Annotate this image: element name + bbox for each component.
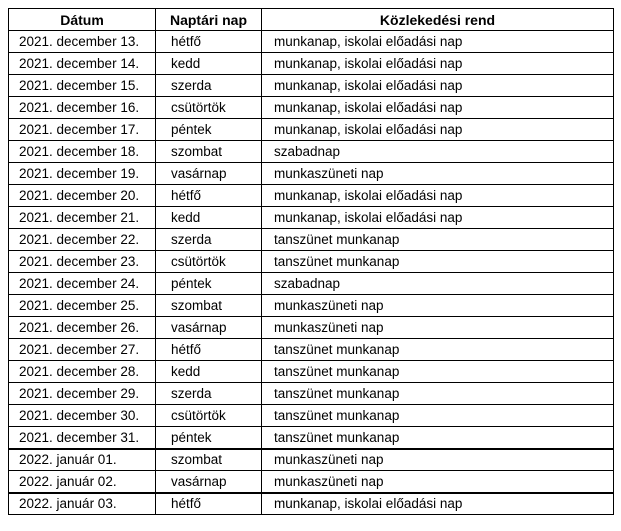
schedule-cell: munkaszüneti nap [261,162,614,185]
schedule-cell: munkanap, iskolai előadási nap [261,206,614,229]
date-cell: 2021. december 14. [8,52,156,75]
schedule-cell: munkanap, iskolai előadási nap [261,74,614,97]
schedule-cell: munkanap, iskolai előadási nap [261,118,614,141]
day-cell: péntek [155,118,262,141]
schedule-cell: munkanap, iskolai előadási nap [261,52,614,75]
day-cell: hétfő [155,491,262,515]
date-cell: 2021. december 26. [8,316,156,339]
day-cell: szerda [155,382,262,405]
day-cell: kedd [155,206,262,229]
table-row: 2022. január 01. szombat munkaszüneti nap [8,447,614,471]
schedule-cell: szabadnap [261,272,614,295]
schedule-cell: munkaszüneti nap [261,316,614,339]
day-cell: péntek [155,272,262,295]
day-cell: csütörtök [155,96,262,119]
date-cell: 2022. január 01. [8,447,156,471]
date-cell: 2021. december 24. [8,272,156,295]
schedule-cell: szabadnap [261,140,614,163]
date-cell: 2021. december 13. [8,30,156,53]
schedule-cell: tanszünet munkanap [261,250,614,273]
table-row: 2021. december 15. szerda munkanap, iskola… [8,74,614,97]
schedule-cell: munkaszüneti nap [261,447,614,471]
schedule-cell: munkanap, iskolai előadási nap [261,184,614,207]
day-cell: hétfő [155,338,262,361]
table-row: 2022. január 02. vasárnap munkaszüneti nap [8,470,614,493]
schedule-cell: munkaszüneti nap [261,470,614,493]
day-cell: csütörtök [155,250,262,273]
date-cell: 2021. december 22. [8,228,156,251]
table-row: 2021. december 23. csütörtök tanszünet mun… [8,250,614,273]
date-cell: 2021. december 18. [8,140,156,163]
table-row: 2021. december 27. hétfő tanszünet munkana… [8,338,614,361]
date-cell: 2021. december 27. [8,338,156,361]
date-cell: 2021. december 30. [8,404,156,427]
table-row: 2021. december 30. csütörtök tanszünet mun… [8,404,614,427]
day-cell: vasárnap [155,470,262,493]
date-cell: 2022. január 02. [8,470,156,493]
day-cell: szombat [155,140,262,163]
table-row: 2021. december 22. szerda tanszünet munkan… [8,228,614,251]
date-cell: 2021. december 17. [8,118,156,141]
date-cell: 2021. december 23. [8,250,156,273]
date-cell: 2022. január 03. [8,491,156,515]
table-row: 2021. december 21. kedd munkanap, iskolai … [8,206,614,229]
schedule-cell: tanszünet munkanap [261,228,614,251]
table-row: 2021. december 16. csütörtök munkanap, isk… [8,96,614,119]
date-cell: 2021. december 29. [8,382,156,405]
table-row: 2021. december 20. hétfő munkanap, iskolai… [8,184,614,207]
table-body: 2021. december 13. hétfő munkanap, iskolai… [8,30,614,515]
date-cell: 2021. december 16. [8,96,156,119]
day-cell: szombat [155,447,262,471]
schedule-cell: munkanap, iskolai előadási nap [261,30,614,53]
day-cell: szerda [155,74,262,97]
date-cell: 2021. december 20. [8,184,156,207]
date-cell: 2021. december 25. [8,294,156,317]
table-row: 2021. december 25. szombat munkaszüneti na… [8,294,614,317]
table-row: 2021. december 19. vasárnap munkaszüneti n… [8,162,614,185]
table-row: 2021. december 14. kedd munkanap, iskolai … [8,52,614,75]
schedule-cell: tanszünet munkanap [261,382,614,405]
schedule-cell: munkaszüneti nap [261,294,614,317]
day-cell: kedd [155,52,262,75]
date-cell: 2021. december 15. [8,74,156,97]
table-row: 2021. december 28. kedd tanszünet munkanap [8,360,614,383]
day-cell: kedd [155,360,262,383]
transit-calendar-table: Dátum Naptári nap Közlekedési rend 2021.… [8,8,614,515]
day-cell: szerda [155,228,262,251]
day-cell: hétfő [155,30,262,53]
header-transit-order: Közlekedési rend [261,8,614,31]
schedule-cell: tanszünet munkanap [261,426,614,449]
header-calendar-day: Naptári nap [155,8,262,31]
day-cell: péntek [155,426,262,449]
day-cell: szombat [155,294,262,317]
table-row: 2021. december 31. péntek tanszünet munkan… [8,426,614,449]
day-cell: vasárnap [155,316,262,339]
date-cell: 2021. december 31. [8,426,156,449]
table-row: 2022. január 03. hétfő munkanap, iskolai e… [8,491,614,515]
header-row: Dátum Naptári nap Közlekedési rend [8,8,614,31]
schedule-cell: munkanap, iskolai előadási nap [261,491,614,515]
date-cell: 2021. december 28. [8,360,156,383]
table-row: 2021. december 13. hétfő munkanap, iskolai… [8,30,614,53]
schedule-cell: tanszünet munkanap [261,404,614,427]
schedule-cell: tanszünet munkanap [261,338,614,361]
table-row: 2021. december 26. vasárnap munkaszüneti n… [8,316,614,339]
schedule-cell: munkanap, iskolai előadási nap [261,96,614,119]
table-row: 2021. december 24. péntek szabadnap [8,272,614,295]
day-cell: csütörtök [155,404,262,427]
schedule-cell: tanszünet munkanap [261,360,614,383]
date-cell: 2021. december 19. [8,162,156,185]
header-date: Dátum [8,8,156,31]
table-row: 2021. december 17. péntek munkanap, iskola… [8,118,614,141]
date-cell: 2021. december 21. [8,206,156,229]
day-cell: vasárnap [155,162,262,185]
table-row: 2021. december 18. szombat szabadnap [8,140,614,163]
day-cell: hétfő [155,184,262,207]
table-row: 2021. december 29. szerda tanszünet munkan… [8,382,614,405]
